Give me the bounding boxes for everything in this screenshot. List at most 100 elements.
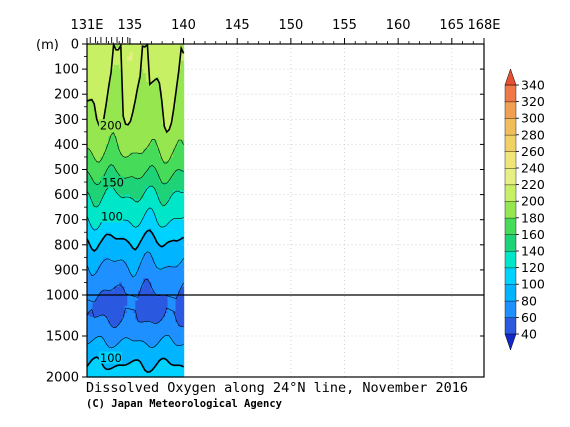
section-cell bbox=[97, 319, 102, 322]
section-cell bbox=[164, 194, 169, 200]
section-cell bbox=[92, 69, 96, 74]
section-cell bbox=[148, 297, 152, 300]
section-cell bbox=[100, 325, 104, 328]
section-cell bbox=[148, 304, 152, 307]
section-cell bbox=[170, 372, 174, 375]
section-cell bbox=[135, 372, 139, 375]
section-cell bbox=[154, 303, 158, 306]
section-cell bbox=[146, 345, 150, 348]
section-cell bbox=[170, 353, 174, 356]
section-cell bbox=[167, 341, 171, 344]
section-cell bbox=[151, 207, 155, 212]
section-cell bbox=[151, 312, 155, 315]
section-cell bbox=[105, 315, 110, 318]
section-cell bbox=[167, 353, 171, 356]
section-cell bbox=[116, 348, 120, 351]
section-cell bbox=[103, 265, 107, 271]
section-cell bbox=[159, 119, 163, 125]
section-cell bbox=[108, 269, 112, 275]
section-cell bbox=[116, 269, 120, 275]
section-cell bbox=[146, 136, 150, 141]
section-cell bbox=[175, 115, 179, 120]
section-cell bbox=[124, 48, 128, 53]
section-cell bbox=[108, 282, 112, 288]
section-cell bbox=[129, 319, 134, 322]
section-cell bbox=[113, 257, 118, 263]
section-cell bbox=[124, 110, 128, 116]
section-cell bbox=[87, 297, 91, 300]
section-cell bbox=[116, 106, 120, 112]
section-cell bbox=[124, 368, 128, 371]
section-cell bbox=[180, 77, 185, 83]
section-cell bbox=[137, 290, 142, 296]
section-cell bbox=[143, 64, 147, 70]
section-cell bbox=[97, 371, 102, 374]
section-cell bbox=[95, 323, 99, 326]
section-cell bbox=[143, 244, 147, 250]
section-cell bbox=[156, 56, 161, 62]
section-cell bbox=[180, 248, 185, 254]
section-cell bbox=[129, 336, 134, 338]
section-cell bbox=[180, 325, 185, 328]
section-cell bbox=[127, 115, 131, 120]
section-cell bbox=[146, 331, 150, 334]
section-cell bbox=[103, 202, 107, 208]
section-cell bbox=[116, 344, 120, 347]
section-cell bbox=[127, 311, 131, 314]
section-cell bbox=[87, 341, 91, 344]
section-cell bbox=[148, 211, 152, 217]
section-cell bbox=[132, 278, 136, 284]
section-cell bbox=[95, 148, 99, 154]
section-cell bbox=[87, 319, 91, 322]
section-cell bbox=[132, 144, 136, 150]
section-cell bbox=[95, 348, 99, 351]
section-cell bbox=[100, 198, 104, 204]
section-cell bbox=[167, 102, 171, 108]
section-cell bbox=[148, 77, 152, 83]
section-cell bbox=[87, 190, 91, 196]
section-cell bbox=[95, 330, 99, 333]
section-cell bbox=[127, 198, 131, 204]
section-cell bbox=[95, 156, 99, 162]
section-cell bbox=[119, 269, 123, 275]
section-cell bbox=[143, 94, 147, 99]
section-cell bbox=[178, 322, 182, 325]
section-cell bbox=[172, 327, 177, 330]
section-cell bbox=[151, 269, 155, 275]
section-cell bbox=[132, 269, 136, 275]
section-cell bbox=[121, 232, 126, 238]
section-cell bbox=[127, 371, 131, 374]
section-cell bbox=[180, 90, 185, 95]
section-cell bbox=[180, 194, 185, 200]
section-cell bbox=[164, 236, 169, 242]
section-cell bbox=[178, 286, 182, 292]
section-cell bbox=[154, 169, 158, 175]
section-cell bbox=[97, 290, 102, 296]
section-cell bbox=[95, 119, 99, 125]
section-cell bbox=[135, 334, 139, 337]
section-cell bbox=[105, 345, 110, 348]
section-cell bbox=[124, 253, 128, 258]
section-cell bbox=[132, 236, 136, 242]
section-cell bbox=[159, 102, 163, 108]
section-cell bbox=[178, 300, 182, 303]
section-cell bbox=[178, 228, 182, 233]
section-cell bbox=[129, 81, 134, 87]
section-cell bbox=[137, 48, 142, 53]
section-cell bbox=[135, 341, 139, 344]
section-cell bbox=[113, 56, 118, 62]
section-cell bbox=[170, 52, 174, 58]
section-cell bbox=[105, 286, 110, 292]
section-cell bbox=[178, 355, 182, 358]
section-cell bbox=[129, 334, 134, 337]
section-cell bbox=[124, 357, 128, 360]
section-cell bbox=[180, 198, 185, 204]
section-cell bbox=[178, 297, 182, 300]
section-cell bbox=[162, 127, 166, 133]
section-cell bbox=[92, 325, 96, 328]
section-cell bbox=[167, 308, 171, 311]
section-cell bbox=[180, 310, 185, 312]
section-cell bbox=[129, 169, 134, 175]
section-cell bbox=[119, 371, 123, 374]
section-cell bbox=[87, 77, 91, 83]
